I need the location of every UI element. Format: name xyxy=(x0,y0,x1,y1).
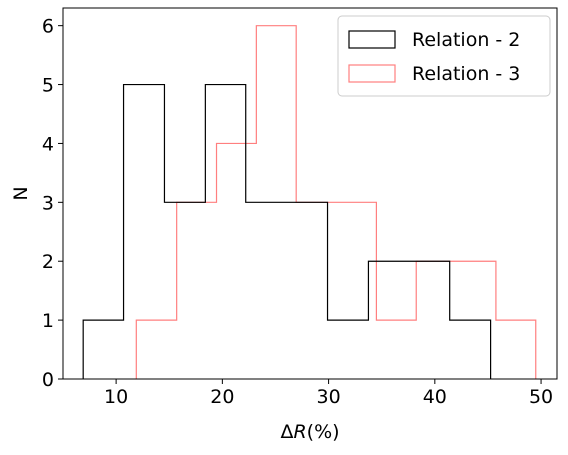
series-layer xyxy=(82,25,537,379)
legend-swatch-series-2 xyxy=(348,64,396,83)
legend-label-series-1: Relation - 2 xyxy=(412,29,520,51)
series-1-step-outline xyxy=(82,83,492,379)
y-tick-label: 6 xyxy=(42,16,54,38)
legend-box xyxy=(337,15,551,97)
y-tick-label: 1 xyxy=(42,310,54,332)
x-axis-label: ΔR(%) xyxy=(280,421,339,443)
legend-swatch-series-1 xyxy=(348,30,396,49)
x-axis-label-prefix: Δ xyxy=(280,421,293,443)
y-tick-label: 0 xyxy=(42,369,54,391)
legend-label-series-2: Relation - 3 xyxy=(412,63,520,85)
y-axis-label: N xyxy=(10,186,32,200)
y-tick-label: 5 xyxy=(42,75,54,97)
y-tick-label: 3 xyxy=(42,192,54,214)
x-axis-label-suffix: (%) xyxy=(307,421,340,443)
plot-frame xyxy=(62,7,558,380)
x-axis-ticks: 10 20 30 40 50 xyxy=(104,379,553,408)
x-tick-label: 10 xyxy=(104,386,128,408)
x-axis-label-variable: R xyxy=(293,421,306,443)
x-tick-label: 30 xyxy=(316,386,340,408)
legend: Relation - 2 Relation - 3 xyxy=(337,15,551,97)
y-axis-ticks: 0 1 2 3 4 5 6 xyxy=(42,16,63,391)
x-tick-label: 40 xyxy=(423,386,447,408)
x-tick-label: 50 xyxy=(529,386,553,408)
x-tick-label: 20 xyxy=(210,386,234,408)
y-tick-label: 2 xyxy=(42,251,54,273)
y-tick-label: 4 xyxy=(42,133,54,155)
